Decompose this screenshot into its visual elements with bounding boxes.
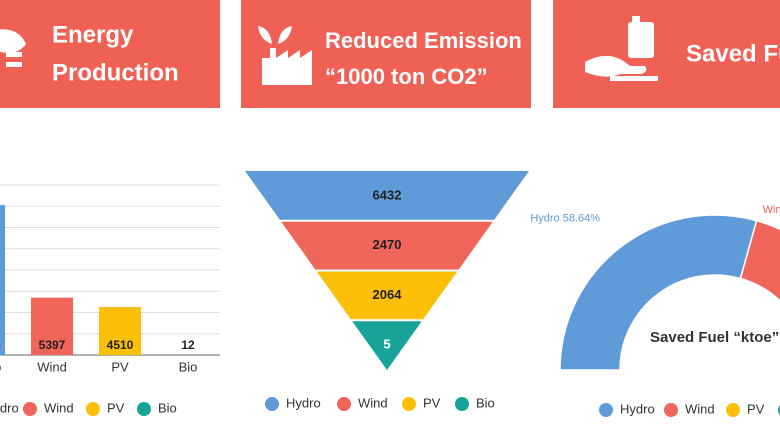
funnel-segment [245,171,529,220]
x-tick-label: PV [111,359,129,374]
legend-marker [664,403,678,417]
x-tick-label: Bio [179,359,198,374]
header-box [0,0,220,108]
value-label: 6432 [373,187,402,202]
legend-label: Hydro [620,401,655,416]
header-line: Energy [52,21,134,48]
value-label: 4510 [107,338,134,352]
legend-label: PV [747,401,765,416]
legend-label: PV [107,400,125,415]
donut-segment [739,219,780,302]
value-label: 5397 [39,338,66,352]
center-label: Saved Fuel “ktoe” [650,329,779,346]
legend-label: Hydro [0,400,19,415]
value-label: 12 [181,338,195,352]
legend-label: Wind [685,401,715,416]
legend-marker [23,402,37,416]
funnel-segment [281,221,493,270]
legend-marker [599,403,613,417]
funnel-segment [316,271,458,320]
value-label: Wind 22.52% [763,204,780,216]
fuel-icon [585,16,658,81]
value-label: 5 [383,337,390,352]
value-label: 2470 [373,237,402,252]
legend-label: Hydro [286,395,321,410]
legend-marker [726,403,740,417]
factory-icon [258,26,312,85]
header-line: Production [52,59,179,86]
header-line: “1000 ton CO2” [325,64,488,89]
legend-marker [265,397,279,411]
legend-label: Bio [476,395,495,410]
legend-marker [337,397,351,411]
bar [0,205,5,355]
donut-segment [559,214,758,371]
legend-label: Wind [358,395,388,410]
header-box [241,0,531,108]
funnel-segment [352,321,422,370]
bar [31,297,73,355]
header-line: Reduced Emission [325,28,522,53]
x-tick-label: Wind [37,359,67,374]
legend-marker [455,397,469,411]
legend-label: Wind [44,400,74,415]
value-label: 14105 [0,338,1,352]
legend-marker [402,397,416,411]
header-line: Saved Fuel [686,40,780,67]
plug-icon [0,29,26,67]
value-label: Hydro 58.64% [530,213,600,225]
legend-marker [137,402,151,416]
legend-label: Bio [158,400,177,415]
x-tick-label: Hydro [0,359,1,374]
header-box [553,0,780,108]
value-label: 2064 [373,287,403,302]
bar [99,307,141,355]
legend-marker [86,402,100,416]
legend-label: PV [423,395,441,410]
